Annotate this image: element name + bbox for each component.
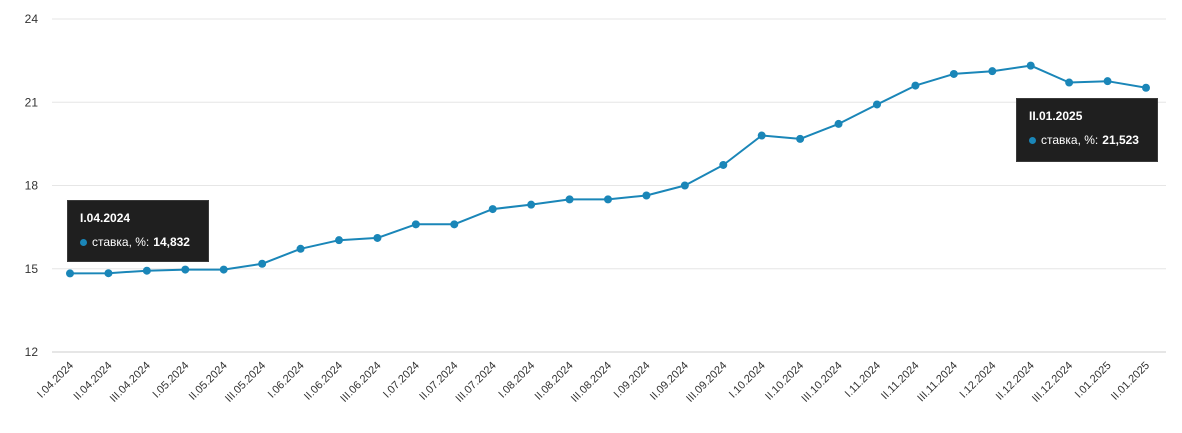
x-tick-label: I.12.2024	[957, 360, 998, 401]
data-point[interactable]	[988, 67, 997, 76]
x-axis: I.04.2024II.04.2024III.04.2024I.05.2024I…	[35, 360, 1152, 405]
x-tick-label: III.04.2024	[108, 360, 153, 405]
tooltip-end: II.01.2025 ставка, %: 21,523	[1016, 98, 1158, 162]
data-point[interactable]	[104, 269, 113, 278]
tooltip-series-label: ставка, %:	[92, 235, 150, 249]
data-point[interactable]	[335, 236, 343, 245]
data-point[interactable]	[1026, 61, 1035, 70]
data-point[interactable]	[1142, 83, 1150, 92]
grid-lines	[52, 18, 1166, 353]
tooltip-series-label: ставка, %:	[1041, 133, 1099, 147]
data-point[interactable]	[411, 220, 420, 229]
x-tick-label: I.08.2024	[496, 360, 537, 401]
tooltip-date: I.04.2024	[80, 211, 131, 225]
x-tick-label: III.05.2024	[223, 360, 268, 405]
data-point[interactable]	[373, 233, 382, 242]
data-point[interactable]	[642, 191, 651, 200]
x-tick-label: I.10.2024	[727, 360, 768, 401]
data-point[interactable]	[911, 81, 920, 90]
series-line	[69, 64, 1147, 275]
data-point[interactable]	[565, 195, 574, 204]
data-point[interactable]	[949, 69, 958, 78]
tooltip-value: 21,523	[1102, 133, 1139, 147]
x-tick-label: III.07.2024	[454, 360, 499, 405]
tooltip-row: ставка, %: 14,832	[80, 235, 196, 249]
x-tick-label: I.04.2024	[35, 360, 76, 401]
data-point[interactable]	[873, 100, 881, 109]
tooltip-row: ставка, %: 21,523	[1029, 133, 1145, 147]
series-rate	[66, 61, 1150, 278]
data-point[interactable]	[450, 220, 459, 229]
y-tick-label: 18	[25, 179, 39, 193]
data-point[interactable]	[757, 131, 766, 140]
data-point[interactable]	[488, 205, 497, 214]
x-tick-label: I.11.2024	[843, 360, 883, 400]
data-point[interactable]	[834, 119, 843, 128]
x-tick-label: III.08.2024	[569, 360, 614, 405]
x-tick-label: I.07.2024	[381, 360, 422, 401]
series-marker-icon	[1029, 136, 1036, 144]
x-tick-label: II.01.2025	[1109, 360, 1152, 403]
data-point[interactable]	[719, 160, 728, 169]
data-point[interactable]	[219, 265, 228, 274]
x-tick-label: I.09.2024	[612, 360, 653, 401]
tooltip-date: II.01.2025	[1029, 109, 1083, 123]
data-point[interactable]	[1065, 78, 1074, 87]
x-tick-label: III.09.2024	[684, 360, 729, 405]
y-axis: 12 15 18 21 24	[25, 12, 39, 359]
data-point[interactable]	[604, 195, 612, 204]
data-point[interactable]	[1103, 77, 1112, 86]
data-point[interactable]	[181, 265, 190, 274]
data-point[interactable]	[296, 244, 305, 253]
x-tick-label: III.10.2024	[799, 360, 844, 405]
x-tick-label: III.11.2024	[915, 360, 960, 405]
x-tick-label: III.06.2024	[338, 360, 383, 405]
tooltip-value: 14,832	[153, 235, 190, 249]
x-tick-label: I.01.2025	[1073, 360, 1114, 401]
data-point[interactable]	[680, 181, 689, 190]
x-tick-label: I.06.2024	[266, 360, 307, 401]
x-tick-label: I.05.2024	[150, 360, 191, 401]
x-tick-label: III.12.2024	[1030, 360, 1075, 405]
y-tick-label: 15	[25, 262, 39, 276]
y-tick-label: 12	[25, 345, 39, 359]
y-tick-label: 24	[25, 12, 39, 26]
data-point[interactable]	[527, 200, 536, 209]
data-point[interactable]	[66, 269, 74, 278]
data-point[interactable]	[142, 266, 151, 275]
data-point[interactable]	[258, 259, 267, 268]
series-marker-icon	[80, 238, 87, 246]
data-point[interactable]	[796, 134, 805, 143]
y-tick-label: 21	[25, 95, 39, 109]
tooltip-start: I.04.2024 ставка, %: 14,832	[67, 200, 209, 262]
